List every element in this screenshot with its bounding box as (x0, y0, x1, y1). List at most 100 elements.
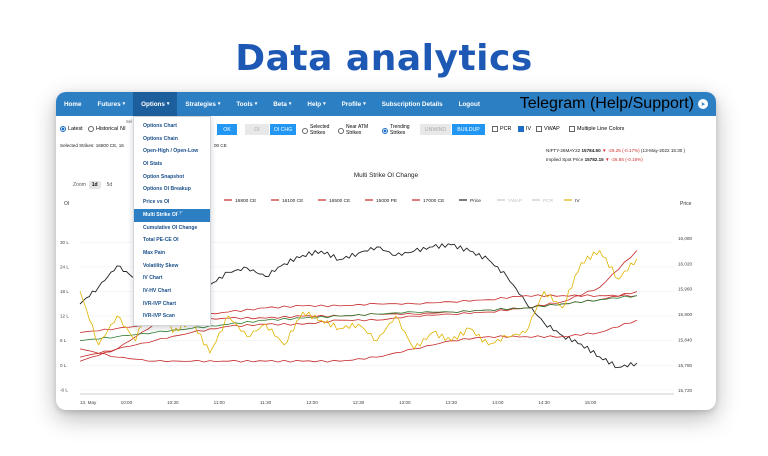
pcr-checkbox[interactable]: PCR (492, 126, 511, 132)
nav-futures[interactable]: Futures ▾ (90, 92, 134, 116)
x-tick-label: 11:30 (260, 400, 272, 405)
nav-home[interactable]: Home (56, 92, 90, 116)
down-arrow-icon: ▼ (605, 157, 610, 162)
series-line-15000-pe (79, 295, 637, 342)
nav-help[interactable]: Help ▾ (299, 92, 333, 116)
menu-item-max-pain[interactable]: Max Pain (143, 249, 166, 256)
menu-item-ivr-ivp-scan[interactable]: IVR-IVP Scan (143, 313, 175, 320)
y-left-tick-label: 18 L (60, 289, 69, 294)
nav-label: Tools (236, 100, 253, 108)
multi-line-label: Multiple Line Colors (577, 126, 625, 132)
latest-radio[interactable]: Latest (60, 126, 83, 132)
trending-radio[interactable]: Trending Strikes (382, 124, 418, 136)
nav-profile[interactable]: Profile ▾ (334, 92, 374, 116)
nav-strategies[interactable]: Strategies ▾ (177, 92, 228, 116)
buildup-button[interactable]: BUILDUP (452, 124, 485, 135)
legend-label: 17000 CE (423, 198, 444, 204)
quote-line: NIFTY-26MAY22 15784.50 ▼ -26.25 (-0.17%)… (546, 148, 685, 153)
y-right-tick-label: 15,720 (678, 388, 692, 393)
menu-item-price-vs-oi[interactable]: Price vs OI (143, 199, 170, 206)
menu-item-cumulative-oi-change[interactable]: Cumulative OI Change (143, 224, 198, 231)
menu-item-open-high-open-low[interactable]: Open-High / Open-Low (143, 148, 199, 155)
options-dropdown-menu: Options Chart Options Chain Open-High / Op… (133, 116, 211, 326)
x-tick-label: 12:30 (353, 400, 365, 405)
y-left-tick-label: -6 L (60, 387, 68, 392)
menu-item-total-pe-ce-oi[interactable]: Total PE-CE OI (143, 237, 179, 244)
y-left-tick-label: 30 L (60, 240, 69, 245)
y-right-tick-label: 15,840 (678, 337, 692, 342)
nav-label: Subscription Details (381, 100, 443, 108)
menu-item-iv-hv-chart[interactable]: IV-HV Chart (143, 287, 172, 294)
selected-strikes-dot (302, 127, 308, 134)
iv-check (518, 126, 524, 132)
legend-label: 15000 PE (376, 198, 397, 204)
legend-label: VWAP (508, 198, 522, 204)
y-left-tick-label: 12 L (60, 314, 69, 319)
nav-subscription-details[interactable]: Subscription Details (374, 92, 451, 116)
oi-chg-button[interactable]: OI CHG (270, 124, 296, 135)
nav-options[interactable]: Options ▾ (133, 92, 178, 116)
historical-radio-dot (88, 126, 94, 132)
y-left-axis-label: OI (64, 201, 69, 207)
nav-tools[interactable]: Tools ▾ (228, 92, 265, 116)
selected-strikes-tail: 00 CE (214, 143, 227, 148)
near-atm-dot (338, 127, 344, 134)
implied-price: 15782.15 (584, 157, 604, 162)
x-tick-label: 13. May (80, 400, 97, 405)
symbol-partial: NI (120, 126, 126, 132)
hand-cursor-icon: ☞ (177, 210, 184, 217)
ok-button[interactable]: OK (217, 124, 237, 135)
vwap-checkbox[interactable]: VWAP (536, 126, 560, 132)
zoom-selector: Zoom 1d 5d (73, 181, 115, 189)
series-line-iv (79, 250, 638, 354)
y-right-tick-label: 16,020 (678, 261, 692, 266)
series-line-17000-ce (79, 319, 638, 363)
menu-item-options-chart[interactable]: Options Chart (143, 123, 177, 129)
implied-change: -26.85 (-0.16%) (610, 157, 643, 162)
near-atm-radio[interactable]: Near ATM Strikes (338, 124, 378, 136)
chevron-down-icon: ▾ (288, 101, 292, 107)
zoom-1d[interactable]: 1d (88, 181, 101, 189)
menu-item-multi-strike-oi[interactable]: Multi Strike OI (134, 208, 210, 222)
telegram-link[interactable]: Telegram (Help/Support) ➤ (520, 95, 716, 113)
multi-line-check (569, 126, 575, 132)
x-tick-label: 13:00 (399, 400, 411, 405)
near-atm-label: Near ATM Strikes (346, 124, 369, 136)
unwind-button[interactable]: UNWIND (420, 124, 451, 135)
menu-item-volatility-skew[interactable]: Volatility Skew (143, 262, 179, 269)
zoom-5d[interactable]: 5d (106, 182, 113, 188)
selected-strikes-radio[interactable]: Selected Strikes (302, 124, 334, 136)
menu-item-option-snapshot[interactable]: Option Snapshot (143, 173, 185, 180)
historical-label: Historical (96, 126, 119, 132)
vwap-label: VWAP (544, 126, 560, 132)
multi-line-checkbox[interactable]: Multiple Line Colors (569, 126, 624, 132)
oi-button[interactable]: OI (245, 124, 269, 135)
implied-line: Implied Spot Price 15782.15 ▼ -26.85 (-0… (546, 157, 643, 162)
nav-label: Help (307, 100, 322, 108)
menu-item-ivr-ivp-chart[interactable]: IVR-IVP Chart (143, 300, 177, 307)
x-tick-label: 15:00 (585, 400, 597, 405)
legend-label: 16100 CE (282, 198, 303, 204)
nav-label: Logout (458, 100, 480, 108)
nav-label: Options (141, 100, 165, 108)
x-tick-label: 10:00 (121, 400, 133, 405)
menu-item-options-chain[interactable]: Options Chain (143, 135, 178, 142)
menu-item-options-oi-breakup[interactable]: Options OI Breakup (143, 186, 191, 193)
x-tick-label: 11:00 (214, 400, 226, 405)
telegram-icon: ➤ (698, 99, 708, 109)
selected-strikes-label: Selected Strikes (310, 124, 330, 136)
legend-label: Price (470, 198, 481, 204)
menu-item-iv-chart[interactable]: IV Chart (143, 275, 163, 282)
menu-item-oi-stats[interactable]: OI Stats (143, 161, 163, 168)
y-right-axis-label: Price (680, 201, 692, 207)
legend-label: IV (575, 198, 580, 204)
iv-checkbox[interactable]: IV (518, 126, 531, 132)
chevron-down-icon: ▾ (217, 101, 221, 107)
historical-radio[interactable]: Historical NI (88, 126, 126, 132)
quote-date: (13-May-2022 15:30 ) (640, 148, 686, 153)
trending-dot (382, 127, 388, 134)
nav-logout[interactable]: Logout (451, 92, 488, 116)
quote-change: -26.25 (-0.17%) (607, 148, 640, 153)
nav-beta[interactable]: Beta ▾ (265, 92, 299, 116)
x-tick-label: 14:00 (492, 400, 504, 405)
